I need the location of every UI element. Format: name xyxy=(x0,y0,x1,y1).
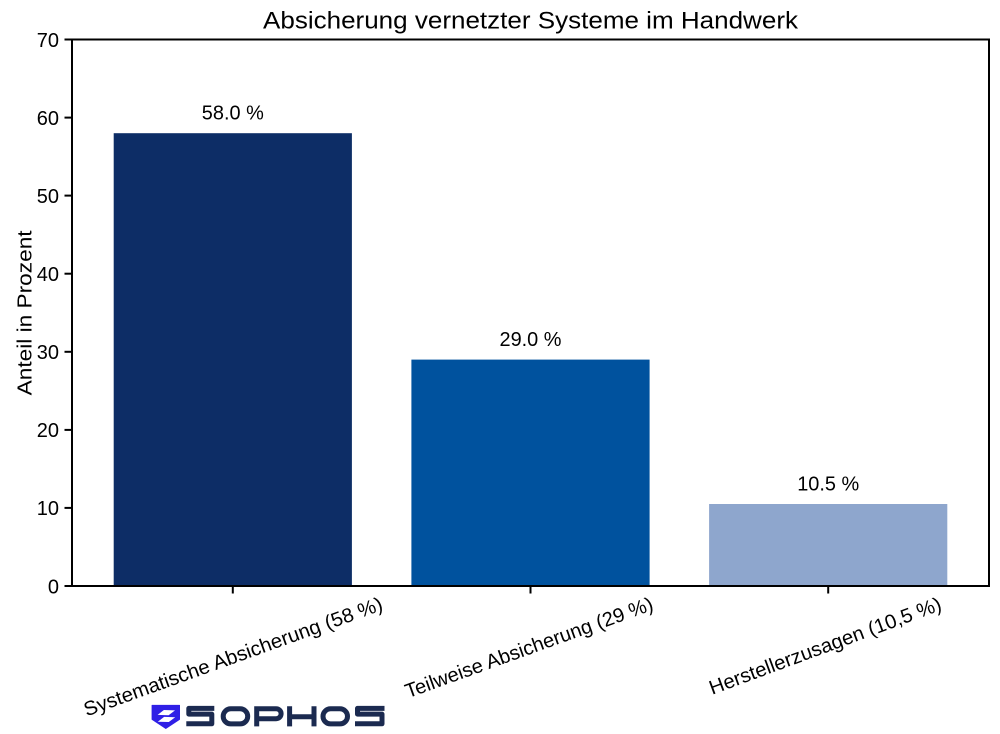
svg-text:Anteil in Prozent: Anteil in Prozent xyxy=(15,230,37,395)
svg-text:50: 50 xyxy=(37,186,59,208)
svg-text:Absicherung vernetzter Systeme: Absicherung vernetzter Systeme im Handwe… xyxy=(263,8,799,35)
svg-text:0: 0 xyxy=(48,576,59,598)
svg-text:58.0 %: 58.0 % xyxy=(202,103,264,125)
svg-text:10.5 %: 10.5 % xyxy=(797,473,859,495)
svg-text:60: 60 xyxy=(37,108,59,130)
svg-text:29.0 %: 29.0 % xyxy=(500,329,562,351)
svg-text:40: 40 xyxy=(37,264,59,286)
svg-text:30: 30 xyxy=(37,342,59,364)
svg-text:70: 70 xyxy=(37,30,59,52)
svg-text:10: 10 xyxy=(37,498,59,520)
svg-text:20: 20 xyxy=(37,420,59,442)
